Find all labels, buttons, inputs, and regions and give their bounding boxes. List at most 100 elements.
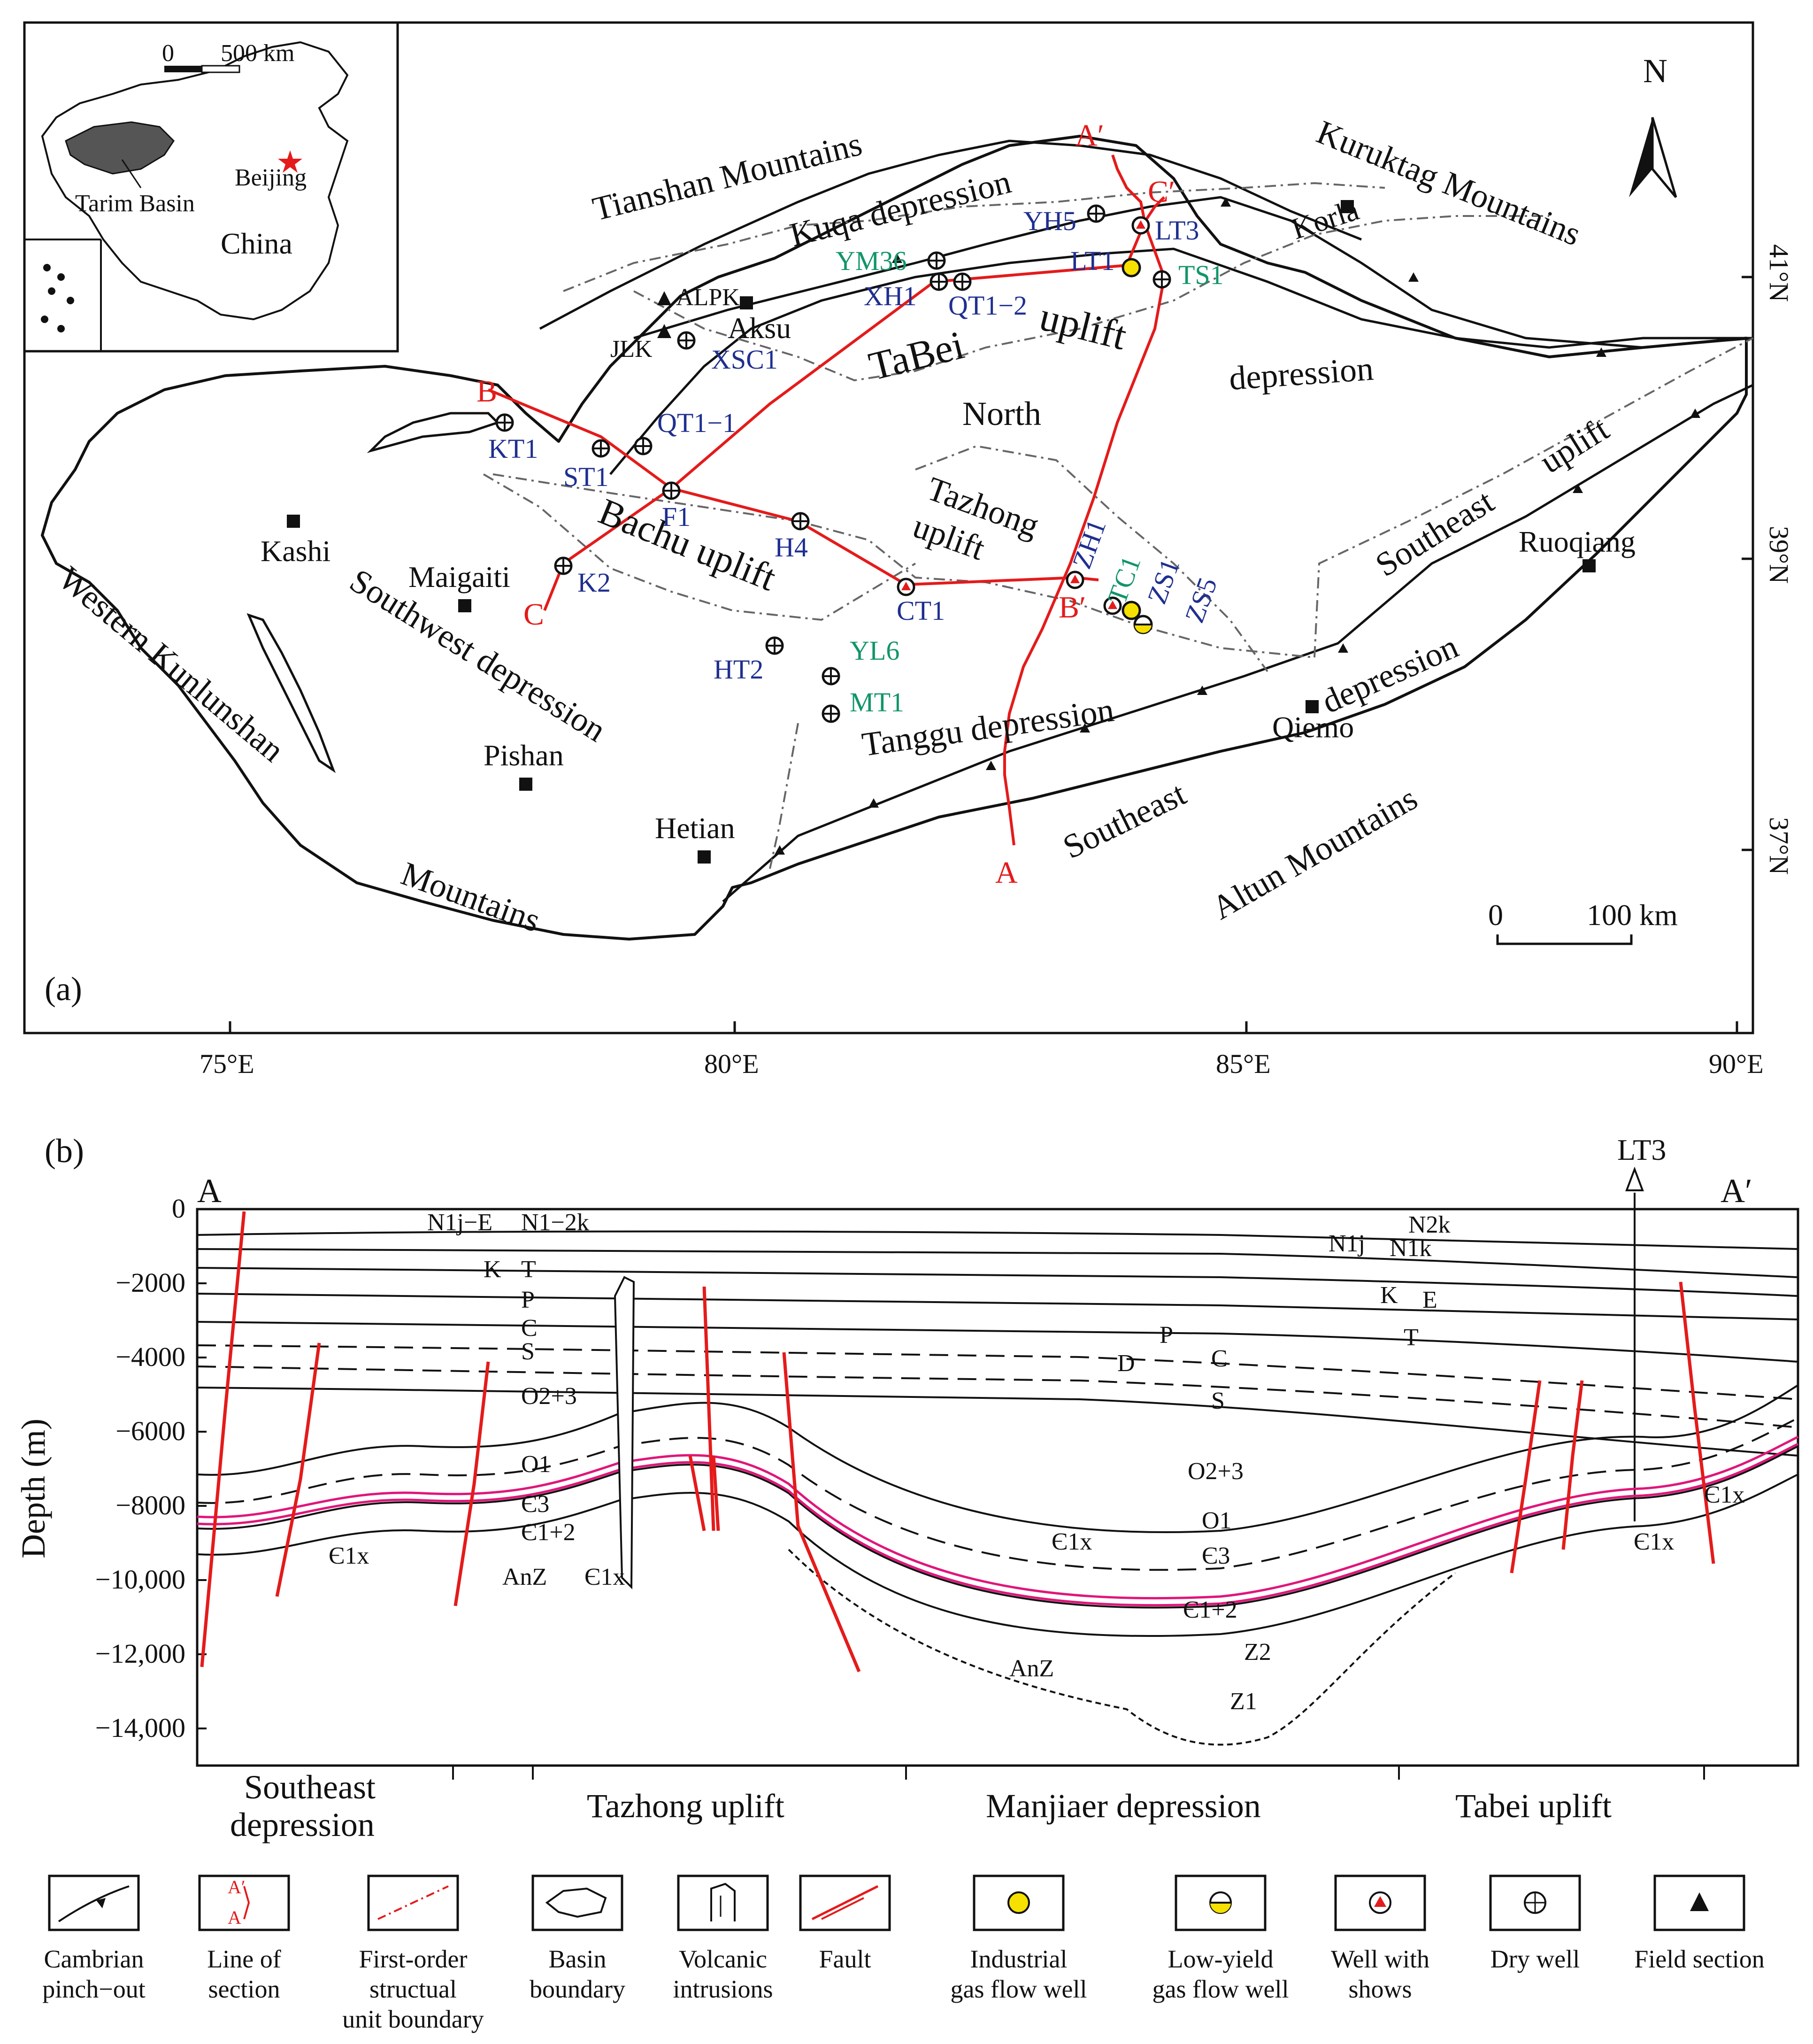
strata-label: Є1+2: [521, 1519, 576, 1546]
mountain-ridge: [609, 247, 1753, 475]
city-label: Kashi: [261, 534, 330, 568]
strata-label: N1k: [1390, 1235, 1432, 1262]
region-label: Manjiaer depression: [986, 1787, 1261, 1825]
basin-boundary: [367, 412, 500, 453]
field-section-label: ALPK: [676, 284, 740, 311]
lon-label: 85°E: [1216, 1049, 1271, 1079]
panel-a-tag: (a): [45, 970, 82, 1008]
legend-label: section: [208, 1975, 280, 2003]
strata-label: Є3: [1202, 1543, 1230, 1569]
section-letter-b: B: [476, 374, 497, 409]
strata-label: Є1x: [329, 1543, 369, 1569]
section-letter-c-prime: C′: [1148, 175, 1175, 209]
low-yield-gas-well-icon: [1175, 1874, 1267, 1931]
well-label: YL6: [850, 635, 899, 666]
region-label: Tabei uplift: [1455, 1787, 1612, 1825]
field-section-icon: [1653, 1874, 1745, 1931]
legend-label: unit boundary: [342, 2005, 484, 2033]
strata-label: Є1x: [1704, 1481, 1744, 1508]
strata-label: P: [521, 1287, 535, 1313]
unit-label: Kuqa depression: [786, 162, 1015, 254]
region-label: depression: [230, 1806, 375, 1843]
section-letter-b-prime: B′: [1059, 590, 1086, 625]
city-label: Pishan: [484, 739, 564, 772]
legend-label: intrusions: [673, 1975, 773, 2003]
well-label: ZS1: [1141, 555, 1185, 608]
strata-label: Є1+2: [1183, 1597, 1237, 1623]
well-label: KT1: [488, 433, 538, 464]
volcanic-intrusion: [614, 1276, 635, 1589]
y-tick-label: −14,000: [95, 1712, 185, 1743]
north-label: N: [1643, 52, 1667, 90]
panel-a-map: A A′ B B′ C C′ 0 500 km Beijing Tarim Ba…: [23, 21, 1794, 1079]
y-axis-ticks: 0 −2000 −4000 −6000 −8000 −10,000 −12,000 −14,0…: [95, 1193, 207, 1743]
strata-label: O2+3: [521, 1383, 577, 1410]
strata-label: N1j−E: [427, 1209, 492, 1236]
inset-scale-zero: 0: [162, 40, 174, 67]
well-label: XSC1: [711, 344, 778, 375]
north-arrow-icon: N: [1629, 52, 1677, 198]
unit-label: uplift: [1035, 293, 1131, 358]
city-label: Hetian: [655, 811, 735, 845]
well-label: HT2: [714, 654, 763, 685]
unit-label: North: [962, 395, 1041, 432]
legend-label: gas flow well: [1152, 1975, 1289, 2003]
mountain-label: Western Kunlunshan: [52, 559, 292, 769]
strata-label: T: [1404, 1324, 1419, 1351]
legend-label: Dry well: [1490, 1945, 1580, 1973]
strata-label: C: [1211, 1345, 1228, 1372]
beijing-star-icon: [278, 150, 302, 173]
strata-label: N2k: [1408, 1211, 1451, 1238]
cambrian-pinchout-icon: [48, 1874, 140, 1931]
well-label: QT1−1: [657, 408, 736, 438]
well-label: ZS5: [1179, 573, 1223, 626]
y-tick-label: 0: [172, 1193, 185, 1224]
well-label: MT1: [850, 687, 904, 717]
legend-label: structual: [369, 1975, 457, 2003]
lon-label: 75°E: [200, 1049, 254, 1079]
region-label: Southeast: [244, 1768, 376, 1806]
legend-label: Volcanic: [679, 1945, 767, 1973]
well-label: TS1: [1178, 260, 1224, 290]
well-label: H4: [775, 532, 808, 563]
city-label: Maigaiti: [408, 560, 510, 594]
legend-label: Low-yield: [1168, 1945, 1274, 1973]
legend-label: Cambrian: [44, 1945, 144, 1973]
target-layer: [197, 1435, 1799, 1607]
unit-label: TaBei: [864, 322, 968, 389]
legend-label: Well with: [1331, 1945, 1429, 1973]
y-tick-label: −8000: [115, 1490, 185, 1520]
well-label: TC1: [1101, 552, 1146, 608]
legend-label: Field section: [1634, 1945, 1764, 1973]
strata-label: E: [1422, 1287, 1437, 1313]
lat-label: 37°N: [1764, 817, 1794, 875]
unit-label: Southeast: [1369, 482, 1500, 584]
well-label: LT3: [1155, 215, 1199, 246]
lon-ticks: [229, 276, 1753, 1033]
basement-line: [788, 1549, 1456, 1746]
fault-icon: [799, 1874, 891, 1931]
field-section-icon: [657, 291, 671, 305]
city-label: Ruoqiang: [1519, 525, 1636, 558]
section-letter-c: C: [523, 597, 544, 632]
strata-label: N1j: [1329, 1230, 1365, 1257]
strata-label: T: [521, 1256, 536, 1283]
section-end-a: A: [197, 1172, 222, 1210]
region-label: Tazhong uplift: [587, 1787, 784, 1825]
strata-label: AnZ: [1009, 1655, 1054, 1682]
well-label: K2: [577, 567, 611, 598]
field-section-icon: [657, 324, 671, 338]
strata-label: K: [1380, 1282, 1398, 1309]
basin-boundary: [246, 613, 336, 773]
legend-label: Basin: [548, 1945, 606, 1973]
city-label: Aksu: [728, 311, 791, 345]
strata-label: Z1: [1230, 1688, 1257, 1715]
section-end-a-prime: A′: [1721, 1172, 1752, 1210]
strata-label: N1−2k: [521, 1209, 589, 1236]
strata-label: Є1x: [584, 1564, 625, 1590]
y-axis-label: Depth (m): [15, 1419, 52, 1558]
strata-label: S: [1211, 1388, 1225, 1414]
section-letter-a: A: [995, 856, 1018, 890]
